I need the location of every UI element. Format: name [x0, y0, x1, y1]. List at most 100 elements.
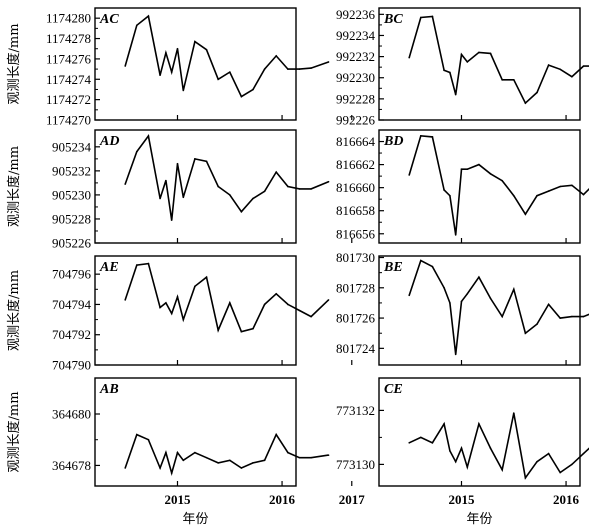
data-point — [147, 262, 150, 265]
data-point — [310, 456, 312, 459]
data-point — [263, 303, 266, 306]
data-point — [460, 447, 463, 450]
data-point — [165, 179, 167, 182]
data-point — [454, 93, 457, 96]
data-point — [217, 78, 219, 81]
plot-frame — [94, 129, 297, 244]
data-point — [159, 467, 161, 469]
data-point — [449, 71, 451, 74]
data-point — [431, 15, 434, 18]
data-point — [147, 438, 150, 441]
data-point — [547, 64, 550, 66]
data-point — [559, 317, 562, 319]
data-point — [240, 330, 243, 333]
data-point — [571, 75, 573, 78]
data-point — [489, 173, 492, 175]
panel-label: BD — [383, 134, 403, 149]
data-point — [240, 467, 243, 469]
y-tick-label: 801726 — [336, 311, 376, 326]
x-tick-label: 2017 — [339, 492, 366, 507]
data-point — [449, 450, 451, 452]
data-point — [159, 197, 161, 200]
data-point — [298, 309, 301, 312]
data-point — [501, 469, 503, 471]
x-axis-title: 年份 — [466, 512, 492, 527]
panel-label: AD — [99, 134, 119, 149]
data-point — [501, 315, 503, 318]
data-point — [176, 162, 179, 165]
y-tick-label: 992228 — [336, 91, 375, 106]
x-axis-title: 年份 — [182, 512, 208, 527]
y-tick-label: 816658 — [336, 203, 375, 218]
data-point — [298, 188, 301, 190]
y-tick-label: 816664 — [336, 134, 376, 149]
data-point — [420, 16, 422, 19]
data-point — [512, 79, 515, 81]
data-point — [275, 433, 278, 436]
data-point — [536, 194, 538, 197]
data-point — [478, 163, 480, 166]
panel-label: BC — [383, 12, 403, 27]
x-tick-label: 2015 — [164, 492, 191, 507]
y-tick-label: 801730 — [336, 250, 375, 265]
plot-frame — [378, 255, 581, 366]
series-line — [124, 134, 329, 221]
y-tick-label: 1174276 — [46, 51, 92, 66]
y-tick-label: 1174274 — [46, 72, 92, 87]
data-point — [559, 471, 562, 474]
data-point — [205, 456, 208, 459]
data-point — [124, 467, 127, 469]
data-point — [252, 197, 254, 200]
y-tick-label: 905228 — [52, 211, 91, 226]
data-point — [478, 423, 480, 425]
plot-frame — [94, 377, 297, 487]
data-point — [327, 180, 330, 183]
data-point — [298, 456, 301, 459]
y-tick-label: 905232 — [52, 163, 91, 178]
data-point — [582, 452, 585, 455]
data-point — [136, 264, 138, 266]
x-tick-label: 2016 — [553, 492, 580, 507]
panel-label: AE — [99, 260, 119, 275]
data-point — [194, 285, 196, 288]
y-tick-label: 1174278 — [46, 31, 91, 46]
y-tick-label: 773132 — [336, 403, 375, 418]
data-point — [263, 68, 266, 70]
data-point — [466, 466, 469, 468]
panel-label: AB — [99, 382, 119, 397]
data-point — [176, 296, 179, 298]
data-point — [124, 183, 127, 185]
data-point — [466, 168, 469, 171]
data-point — [205, 48, 208, 51]
data-point — [408, 442, 411, 444]
series-line — [124, 432, 329, 477]
data-point — [443, 69, 445, 72]
series-line — [124, 262, 330, 333]
data-point — [489, 297, 492, 300]
data-point — [228, 194, 231, 196]
data-point — [310, 315, 312, 318]
y-axis-title: 观测长度/mm — [6, 146, 22, 227]
data-point — [408, 174, 411, 176]
data-point — [489, 52, 492, 55]
data-point — [228, 459, 231, 462]
y-tick-label: 816656 — [336, 226, 376, 241]
data-point — [524, 332, 527, 335]
y-tick-label: 364680 — [52, 407, 91, 422]
y-axis-title: 观测长度/mm — [6, 23, 22, 104]
data-point — [454, 460, 457, 463]
data-point — [194, 158, 196, 160]
data-point — [182, 196, 185, 199]
data-point — [443, 423, 445, 425]
data-point — [443, 286, 445, 289]
data-point — [536, 91, 538, 94]
data-point — [512, 288, 515, 291]
data-point — [240, 95, 243, 98]
data-point — [176, 451, 179, 454]
data-point — [408, 56, 411, 59]
data-point — [327, 454, 330, 456]
data-point — [327, 61, 330, 63]
data-point — [159, 74, 161, 76]
series-line — [408, 412, 589, 480]
data-point — [431, 265, 434, 268]
